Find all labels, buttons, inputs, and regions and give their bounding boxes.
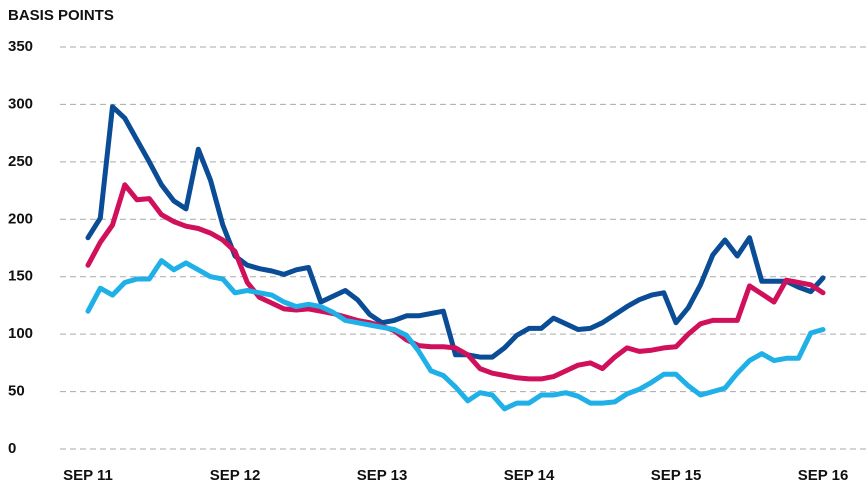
y-tick-label: 150 <box>8 268 33 285</box>
x-tick-label: SEP 15 <box>651 467 702 484</box>
y-tick-label: 300 <box>8 95 33 112</box>
x-tick-label: SEP 13 <box>357 467 408 484</box>
line-series <box>85 104 826 360</box>
y-tick-label: 100 <box>8 325 33 342</box>
y-tick-label: 250 <box>8 153 33 170</box>
x-tick-label: SEP 12 <box>210 467 261 484</box>
y-tick-label: 350 <box>8 38 33 55</box>
y-tick-label: 0 <box>8 440 16 457</box>
y-tick-label: 200 <box>8 210 33 227</box>
line-series <box>85 258 826 412</box>
line-series <box>85 182 826 382</box>
x-tick-label: SEP 11 <box>63 467 113 484</box>
x-tick-label: SEP 14 <box>504 467 555 484</box>
x-tick-label: SEP 16 <box>798 467 849 484</box>
y-tick-label: 50 <box>8 383 25 400</box>
y-axis-label: BASIS POINTS <box>8 7 114 24</box>
